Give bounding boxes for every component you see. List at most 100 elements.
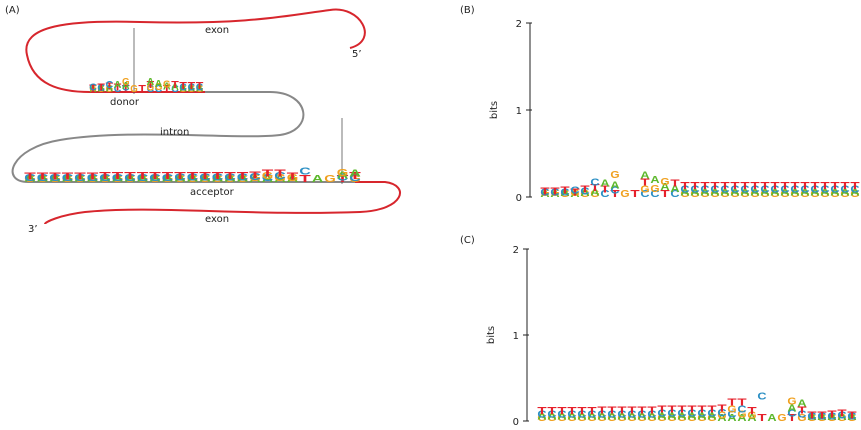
logo-letter: T: [630, 189, 639, 200]
logo-letter: T: [840, 181, 849, 192]
logo-letter: T: [690, 181, 699, 192]
logo-letter: T: [249, 171, 261, 182]
panel-label: (A): [5, 5, 20, 16]
logo-letter: T: [37, 172, 49, 183]
logo-letter: T: [597, 405, 606, 416]
end-label: 5’: [352, 49, 362, 60]
logo-letter: T: [557, 406, 566, 417]
exon-strand: [26, 10, 364, 92]
logo-letter: C: [106, 80, 114, 91]
logo-letter: C: [89, 83, 97, 94]
logo-letter: T: [287, 172, 299, 183]
logo-letter: T: [567, 406, 576, 417]
logo-letter: T: [847, 410, 856, 421]
exon-label: exon: [205, 25, 229, 36]
logo-letter: G: [787, 397, 796, 408]
logo-letter: T: [750, 181, 759, 192]
logo-letter: A: [600, 179, 609, 190]
logo-letter: T: [757, 413, 766, 424]
logo-letter: T: [199, 171, 211, 182]
logo-letter: T: [730, 181, 739, 192]
logo-letter: T: [174, 171, 186, 182]
y-tick-label: 2: [516, 19, 522, 30]
y-tick-label: 1: [516, 106, 522, 117]
logo-letter: T: [697, 404, 706, 415]
logo-letter: T: [188, 81, 196, 92]
logo-letter: T: [607, 405, 616, 416]
logo-letter: T: [62, 172, 74, 183]
logo-letter: T: [49, 172, 61, 183]
logo-letter: T: [810, 181, 819, 192]
logo-letter: T: [727, 398, 736, 409]
end-label: 3’: [28, 224, 38, 235]
logo-letter: T: [747, 406, 756, 417]
logo-letter: T: [24, 172, 36, 183]
logo-letter: T: [827, 410, 836, 421]
logo-letter: T: [137, 171, 149, 182]
logo-letter: T: [627, 405, 636, 416]
intron-label: intron: [160, 127, 189, 138]
logo-letter: A: [312, 174, 324, 185]
logo-letter: T: [830, 181, 839, 192]
logo-letter: T: [99, 171, 111, 182]
acceptor-label: acceptor: [190, 187, 235, 198]
panel-label: (B): [460, 5, 475, 16]
logo-letter: G: [620, 189, 629, 200]
logo-letter: G: [324, 174, 336, 185]
logo-letter: T: [212, 171, 224, 182]
logo-letter: G: [337, 168, 349, 179]
logo-letter: A: [640, 171, 649, 182]
logo-letter: T: [138, 84, 146, 95]
logo-letter: T: [657, 404, 666, 415]
logo-letter: T: [74, 172, 86, 183]
logo-letter: C: [590, 178, 599, 189]
logo-letter: T: [237, 171, 249, 182]
logo-letter: C: [570, 186, 579, 197]
logo-letter: T: [87, 172, 99, 183]
logo-letter: T: [710, 181, 719, 192]
logo-letter: T: [97, 82, 105, 93]
logo-letter: T: [667, 404, 676, 415]
logo-letter: T: [717, 404, 726, 415]
logo-letter: T: [550, 186, 559, 197]
logo-letter: T: [580, 185, 589, 196]
logo-letter: T: [112, 171, 124, 182]
logo-letter: C: [757, 392, 766, 403]
logo-letter: T: [637, 405, 646, 416]
logo-letter: T: [124, 171, 136, 182]
logo-letter: A: [610, 180, 619, 191]
logo-letter: T: [677, 404, 686, 415]
logo-letter: T: [817, 410, 826, 421]
logo-letter: T: [760, 181, 769, 192]
logo-letter: T: [687, 404, 696, 415]
logo-letter: A: [767, 413, 776, 424]
logo-letter: T: [850, 181, 859, 192]
logo-letter: T: [680, 181, 689, 192]
logo-letter: T: [780, 181, 789, 192]
logo-letter: T: [577, 406, 586, 417]
logo-letter: G: [777, 413, 786, 424]
logo-letter: G: [130, 84, 138, 95]
logo-letter: G: [122, 77, 130, 88]
logo-letter: T: [800, 181, 809, 192]
logo-letter: T: [700, 181, 709, 192]
logo-letter: T: [670, 179, 679, 190]
logo-letter: T: [224, 171, 236, 182]
logo-letter: T: [617, 405, 626, 416]
logo-letter: T: [540, 186, 549, 197]
logo-letter: A: [147, 77, 155, 88]
logo-letter: T: [737, 398, 746, 409]
logo-letter: T: [807, 410, 816, 421]
logo-letter: G: [163, 79, 171, 90]
logo-letter: T: [790, 181, 799, 192]
logo-letter: T: [720, 181, 729, 192]
logo-letter: G: [610, 170, 619, 181]
intron-strand: [13, 92, 304, 182]
logo-letter: T: [740, 181, 749, 192]
figure: (A) exon 5’ donor intron acceptor exon 3…: [0, 0, 861, 430]
logo-letter: T: [262, 168, 274, 179]
logo-letter: T: [770, 181, 779, 192]
logo-letter: T: [274, 168, 286, 179]
logo-letter: T: [707, 404, 716, 415]
y-tick-label: 0: [516, 193, 522, 204]
